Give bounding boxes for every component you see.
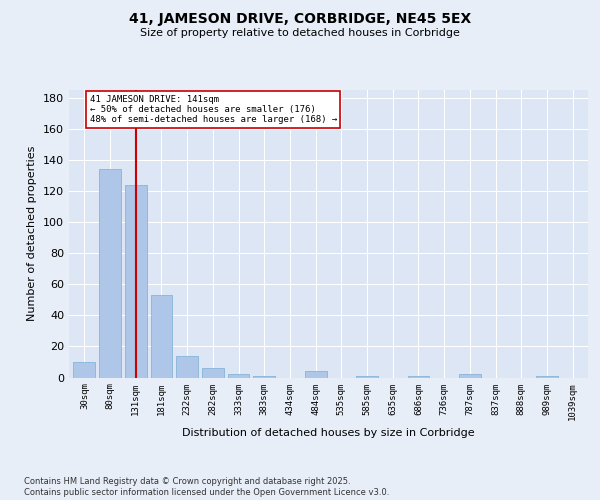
Text: 41, JAMESON DRIVE, CORBRIDGE, NE45 5EX: 41, JAMESON DRIVE, CORBRIDGE, NE45 5EX	[129, 12, 471, 26]
Bar	[151, 295, 172, 378]
Bar	[99, 170, 121, 378]
Text: Size of property relative to detached houses in Corbridge: Size of property relative to detached ho…	[140, 28, 460, 38]
Bar	[459, 374, 481, 378]
Bar	[125, 185, 147, 378]
Text: Contains HM Land Registry data © Crown copyright and database right 2025.
Contai: Contains HM Land Registry data © Crown c…	[24, 478, 389, 497]
X-axis label: Distribution of detached houses by size in Corbridge: Distribution of detached houses by size …	[182, 428, 475, 438]
Bar	[356, 376, 378, 378]
Bar	[202, 368, 224, 378]
Bar	[305, 372, 326, 378]
Y-axis label: Number of detached properties: Number of detached properties	[28, 146, 37, 322]
Bar	[73, 362, 95, 378]
Bar	[536, 376, 558, 378]
Bar	[407, 376, 430, 378]
Bar	[227, 374, 250, 378]
Text: 41 JAMESON DRIVE: 141sqm
← 50% of detached houses are smaller (176)
48% of semi-: 41 JAMESON DRIVE: 141sqm ← 50% of detach…	[89, 94, 337, 124]
Bar	[176, 356, 198, 378]
Bar	[253, 376, 275, 378]
